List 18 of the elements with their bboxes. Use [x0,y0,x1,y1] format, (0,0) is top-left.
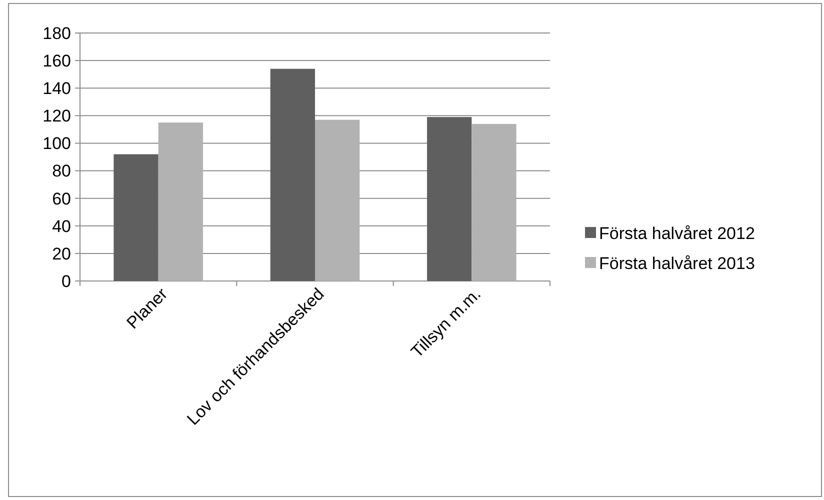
y-tick-label: 60 [52,189,71,208]
y-tick-label: 20 [52,244,71,264]
bar [158,122,203,281]
y-tick-label: 80 [52,162,71,181]
bar [270,68,315,281]
y-tick-label: 120 [42,106,71,126]
bar [427,117,472,281]
legend-label: Första halvåret 2012 [599,224,755,243]
bar [472,124,516,281]
y-tick-label: 160 [42,52,71,71]
y-tick-label: 40 [52,216,71,236]
y-tick-label: 180 [42,24,71,43]
y-tick-label: 0 [62,272,71,291]
legend-label: Första halvåret 2013 [599,254,755,273]
y-tick-label: 100 [42,134,71,154]
y-tick-label: 140 [42,79,71,98]
bar [315,120,360,281]
bar [114,154,158,281]
